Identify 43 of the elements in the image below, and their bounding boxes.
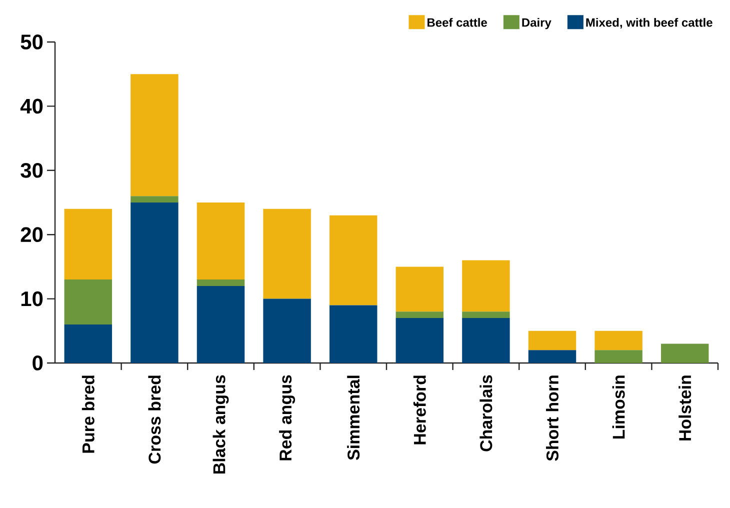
bar [462, 260, 510, 312]
x-tick-label: Charolais [480, 375, 492, 452]
y-tick-label: 20 [20, 227, 43, 242]
legend-label: Beef cattle [428, 18, 487, 27]
bar [130, 196, 178, 202]
x-tick-label: Limosin [612, 376, 625, 439]
bar [594, 330, 642, 350]
bar [196, 286, 245, 363]
bar [462, 318, 510, 363]
x-tick-label: Hereford [413, 376, 426, 444]
bar [660, 344, 709, 363]
legend-label: Mixed, with beef cattle [586, 18, 712, 29]
y-tick-label: 10 [21, 291, 43, 306]
bar [329, 215, 378, 306]
bar [263, 208, 311, 299]
y-tick-label: 50 [20, 34, 43, 50]
bar [594, 350, 642, 363]
bar [64, 208, 112, 280]
bar [396, 318, 444, 363]
bar [329, 305, 378, 363]
bar [263, 298, 311, 363]
bar [130, 74, 178, 196]
x-tick-label: Holstein [678, 376, 692, 440]
x-tick-label: Red angus [279, 375, 296, 460]
bar [462, 312, 510, 318]
x-tick-label: Short horn [546, 376, 558, 461]
y-tick-label: 30 [20, 162, 43, 178]
bar [528, 330, 576, 350]
bar [64, 280, 112, 324]
bar [130, 202, 178, 363]
x-tick-label: Pure bred [82, 376, 94, 453]
x-tick-label: Cross bred [148, 376, 161, 464]
bar [196, 202, 245, 280]
y-tick-label: 40 [20, 98, 43, 114]
bar [64, 324, 112, 363]
bar [196, 280, 245, 286]
y-tick-label: 0 [32, 356, 43, 370]
bar [396, 266, 444, 312]
x-tick-label: Simmental [347, 376, 360, 460]
legend-label: Dairy [522, 18, 552, 30]
x-tick-label: Black angus [212, 375, 229, 474]
bar [396, 312, 444, 318]
bar [528, 350, 576, 363]
